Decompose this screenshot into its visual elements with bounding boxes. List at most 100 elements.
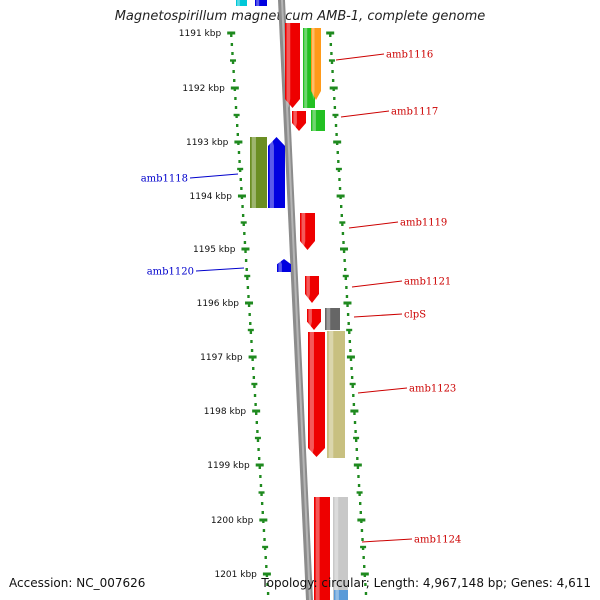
- guide-dot-left: [244, 259, 248, 262]
- guide-dot-right: [330, 52, 333, 55]
- guide-dot-right: [363, 574, 367, 577]
- ruler-minor-tick: [258, 491, 265, 494]
- guide-dot-right: [348, 331, 351, 334]
- gene-partial-lightblue-body: [334, 590, 348, 600]
- ruler-minor-tick: [328, 59, 335, 62]
- ruler-minor-tick: [240, 221, 247, 224]
- ruler-tick-right: [343, 301, 352, 305]
- guide-dot-right: [331, 79, 335, 82]
- guide-dot-left: [245, 268, 248, 271]
- gene-leader-amb1119: [348, 221, 399, 229]
- gene-label-amb1120: amb1120: [147, 267, 194, 278]
- gene-clps-red-shine: [308, 309, 312, 330]
- guide-dot-right: [360, 520, 363, 523]
- guide-dot-right: [329, 34, 332, 37]
- ruler-tick-left: [252, 409, 261, 413]
- gene-amb1124-red: [314, 497, 330, 600]
- ruler-tick-label: 1195 kbp: [193, 245, 236, 255]
- guide-dot-left: [254, 403, 257, 406]
- guide-dot-right: [364, 592, 368, 595]
- guide-dot-right: [352, 403, 356, 406]
- ruler-minor-tick: [244, 274, 251, 278]
- guide-dot-right: [354, 439, 358, 442]
- guide-dot-left: [264, 556, 267, 559]
- guide-dot-left: [233, 79, 236, 82]
- guide-dot-left: [255, 412, 258, 415]
- guide-dot-right: [341, 223, 344, 226]
- guide-dot-right: [340, 205, 343, 208]
- guide-dot-left: [246, 277, 249, 280]
- gene-amb1123-khaki: [327, 331, 345, 458]
- ruler-tick-right: [340, 247, 349, 251]
- gene-amb1116-orange: [311, 28, 321, 100]
- ruler-minor-tick: [339, 221, 346, 224]
- guide-dot-left: [240, 196, 244, 199]
- gene-amb1123-red: [308, 332, 325, 457]
- gene-amb1116-orange-shine: [312, 28, 315, 100]
- gene-clps-red-body: [307, 309, 321, 330]
- guide-dot-left: [232, 70, 235, 73]
- gene-amb1124-red-body: [314, 497, 330, 600]
- guide-dot-right: [333, 106, 337, 109]
- guide-dot-left: [253, 394, 257, 397]
- gene-amb1124-grey: [333, 497, 348, 600]
- guide-dot-right: [362, 556, 365, 559]
- guide-dot-left: [243, 241, 247, 244]
- ruler-tick-label: 1201 kbp: [214, 570, 257, 580]
- guide-dot-left: [263, 547, 267, 550]
- gene-amb1121: [305, 276, 319, 303]
- guide-dot-right: [346, 304, 349, 307]
- ruler-tick-label: 1191 kbp: [179, 29, 222, 39]
- ruler-tick-left: [245, 301, 254, 305]
- ruler-minor-tick: [251, 382, 258, 386]
- gene-label-amb1121: amb1121: [404, 277, 451, 288]
- guide-dot-left: [260, 493, 263, 496]
- gene-partial-cyan: [236, 0, 247, 6]
- guide-dot-left: [230, 43, 234, 46]
- gene-clps-grey: [325, 308, 340, 330]
- gene-amb1116-red: [285, 23, 300, 108]
- guide-dot-right: [358, 493, 361, 496]
- ruler-tick-right: [346, 355, 355, 359]
- guide-dot-left: [239, 178, 242, 181]
- guide-dot-left: [233, 88, 237, 91]
- ruler-tick-labels: 1191 kbp 1192 kbp 1193 kbp 1194 kbp 1195 kbp…: [179, 29, 257, 580]
- gene-label-amb1124: amb1124: [414, 535, 461, 546]
- guide-dot-left: [259, 484, 263, 487]
- gene-amb1118-olive: [250, 137, 267, 208]
- map-title: Magnetospirillum magneticum AMB-1, compl…: [114, 9, 486, 24]
- ruler-tick-right: [350, 409, 359, 413]
- guide-dot-right: [344, 277, 348, 280]
- gene-leader-amb1124: [361, 538, 413, 543]
- guide-dot-left: [236, 124, 239, 127]
- guide-dot-left: [262, 520, 265, 523]
- guide-dot-right: [341, 232, 345, 235]
- guide-dot-right: [360, 529, 364, 532]
- gene-clps-red: [307, 309, 321, 330]
- gene-amb1117-green-shine: [312, 110, 316, 131]
- guide-dot-left: [248, 313, 251, 316]
- guide-dot-left: [234, 106, 238, 109]
- guide-dot-left: [257, 448, 260, 451]
- guide-dot-left: [236, 133, 239, 136]
- guide-dot-left: [235, 115, 238, 118]
- guide-dot-right: [359, 502, 362, 505]
- gene-label-amb1123: amb1123: [409, 384, 456, 395]
- ruler-minor-tick: [254, 436, 261, 440]
- gene-amb1116-green-shine: [304, 28, 308, 108]
- guide-dot-right: [344, 268, 347, 271]
- gene-amb1117-green-body: [311, 110, 325, 131]
- guide-dot-right: [337, 160, 340, 163]
- gene-amb1120-body: [277, 259, 291, 272]
- ruler-tick-label: 1198 kbp: [204, 407, 247, 417]
- guide-dot-right: [335, 133, 338, 136]
- genome-backbone: [278, 0, 313, 600]
- guide-dot-left: [237, 142, 240, 145]
- gene-leader-amb1121: [351, 280, 403, 288]
- guide-dot-left: [246, 286, 250, 289]
- gene-amb1123-red-body: [308, 332, 325, 457]
- gene-leader-amb1123: [357, 387, 408, 394]
- gene-amb1121-body: [305, 276, 319, 303]
- guide-dot-right: [338, 178, 341, 181]
- gene-amb1117-red-body: [292, 111, 306, 131]
